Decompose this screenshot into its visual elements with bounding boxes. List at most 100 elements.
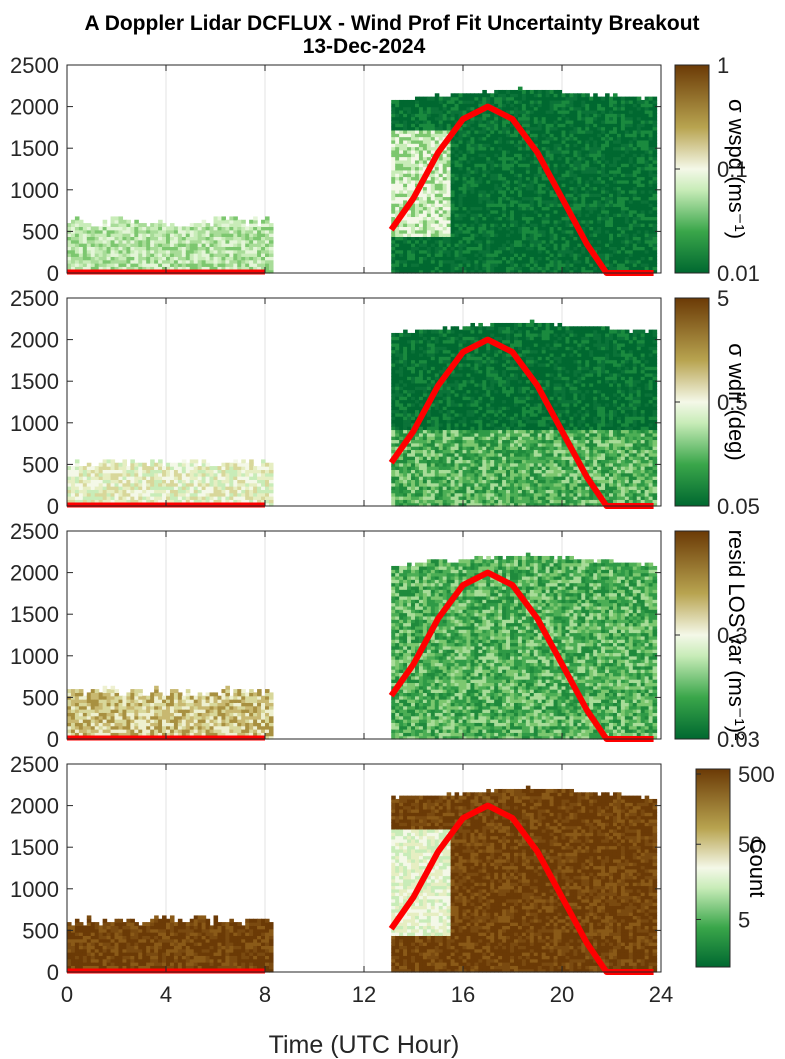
heatmap-cell xyxy=(645,97,650,101)
heatmap-cell xyxy=(130,459,135,463)
heatmap-cell xyxy=(142,223,147,227)
heatmap-cell xyxy=(395,100,400,104)
heatmap-cell xyxy=(79,466,84,470)
heatmap-cell xyxy=(649,97,654,101)
heatmap-cell xyxy=(126,220,131,224)
heatmap-cell xyxy=(79,220,84,224)
heatmap-cell xyxy=(478,93,483,97)
heatmap-cell xyxy=(554,90,559,94)
y-tick-label: 500 xyxy=(22,219,59,244)
heatmap-cell xyxy=(95,226,100,230)
heatmap-cell xyxy=(407,100,412,104)
heatmap-cell xyxy=(530,90,535,94)
heatmap-cell xyxy=(178,226,183,230)
heatmap-cell xyxy=(158,220,163,224)
y-tick-label: 2000 xyxy=(10,95,59,120)
heatmap-cell xyxy=(138,463,143,467)
chart-title: A Doppler Lidar DCFLUX - Wind Prof Fit U… xyxy=(84,12,699,35)
heatmap-cell xyxy=(506,90,511,94)
heatmap-cell xyxy=(435,93,440,97)
heatmap-cell xyxy=(490,93,495,97)
heatmap-cell xyxy=(538,90,543,94)
heatmap-cell xyxy=(182,226,187,230)
heatmap-cell xyxy=(451,93,456,97)
heatmap-cell xyxy=(245,226,250,230)
heatmap-cell xyxy=(463,93,468,97)
heatmap-cell xyxy=(194,459,199,463)
heatmap-cell xyxy=(75,459,80,463)
heatmap-cell xyxy=(534,90,539,94)
heatmap-cell xyxy=(186,226,191,230)
heatmap-cell xyxy=(562,93,567,97)
heatmap-cell xyxy=(510,90,515,94)
heatmap-cell xyxy=(166,226,171,230)
heatmap-cell xyxy=(122,459,127,463)
heatmap-cell xyxy=(447,97,452,101)
heatmap-cell xyxy=(210,226,215,230)
heatmap-cell xyxy=(107,226,112,230)
heatmap-cell xyxy=(146,226,151,230)
heatmap-cell xyxy=(83,223,88,227)
heatmap-cell xyxy=(249,220,254,224)
heatmap-cell xyxy=(221,463,226,467)
heatmap-cell xyxy=(558,90,563,94)
heatmap-cell xyxy=(399,100,404,104)
heatmap-cell xyxy=(593,93,598,97)
heatmap-cell xyxy=(122,220,127,224)
heatmap-cell xyxy=(150,459,155,463)
panel-wdir: 2500200015001000500050.50.05σ wdir (deg) xyxy=(10,286,760,519)
heatmap-cell xyxy=(138,223,143,227)
heatmap-cell xyxy=(633,97,638,101)
heatmap-cell xyxy=(99,226,104,230)
heatmap-cell xyxy=(217,466,222,470)
heatmap-cell xyxy=(609,97,614,101)
heatmap-cell xyxy=(202,220,207,224)
heatmap-cell xyxy=(115,463,120,467)
heatmap-cell xyxy=(269,223,274,227)
heatmap-cell xyxy=(514,90,519,94)
heatmap-cell xyxy=(206,463,211,467)
heatmap-cell xyxy=(154,463,159,467)
heatmap-cell xyxy=(459,93,464,97)
y-tick-label: 2500 xyxy=(10,53,59,78)
heatmap-cell xyxy=(431,97,436,101)
heatmap-cell xyxy=(439,97,444,101)
heatmap-cell xyxy=(194,223,199,227)
heatmap-cell xyxy=(158,459,163,463)
heatmap-cell xyxy=(178,463,183,467)
heatmap-cell xyxy=(617,97,622,101)
heatmap-cell xyxy=(625,97,630,101)
heatmap-cell xyxy=(170,463,175,467)
colorbar-tick-label: 0.01 xyxy=(717,261,760,286)
heatmap-cell xyxy=(391,100,396,104)
heatmap-cell xyxy=(597,97,602,101)
heatmap-cell xyxy=(162,466,167,470)
heatmap-cell xyxy=(162,223,167,227)
heatmap-cell xyxy=(198,223,203,227)
heatmap-cell xyxy=(190,459,195,463)
y-tick-label: 0 xyxy=(47,261,59,286)
heatmap-cell xyxy=(486,93,491,97)
heatmap-cell xyxy=(67,223,72,227)
heatmap-cell xyxy=(214,216,219,220)
heatmap-cell xyxy=(573,93,578,97)
heatmap-cell xyxy=(419,97,424,101)
heatmap-cell xyxy=(233,216,238,220)
heatmap-cell xyxy=(494,90,499,94)
heatmap-cell xyxy=(443,97,448,101)
colorbar-label: σ wspd (ms⁻¹) xyxy=(724,99,749,239)
heatmap-cell xyxy=(206,223,211,227)
heatmap-cell xyxy=(403,100,408,104)
heatmap-cell xyxy=(71,466,76,470)
heatmap-cell xyxy=(150,223,155,227)
heatmap-cell xyxy=(585,93,590,97)
heatmap-cell xyxy=(214,466,219,470)
chart-date: 13-Dec-2024 xyxy=(303,35,426,58)
heatmap-cell xyxy=(111,459,116,463)
heatmap-cell xyxy=(229,216,234,220)
heatmap-cell xyxy=(87,223,92,227)
colorbar-tick-label: 1 xyxy=(717,53,729,78)
heatmap-cell xyxy=(427,97,432,101)
heatmap-cell xyxy=(522,90,527,94)
heatmap-cell xyxy=(170,223,175,227)
